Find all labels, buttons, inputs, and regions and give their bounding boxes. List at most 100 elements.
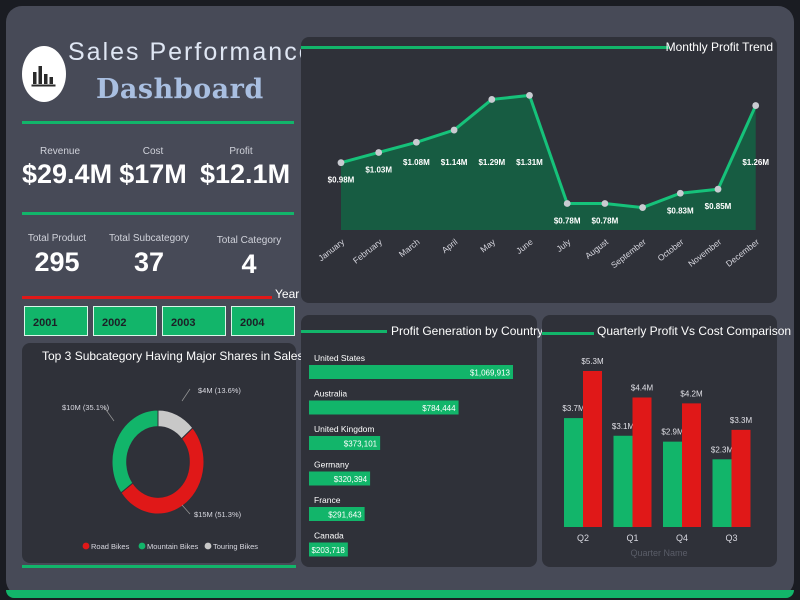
x-tick-label: December — [724, 237, 761, 269]
cost-bar — [583, 371, 602, 527]
x-tick-label: March — [397, 237, 422, 260]
country-bar — [309, 542, 348, 557]
x-tick-label: Q4 — [676, 533, 688, 543]
year-slicer-label: Year — [275, 287, 300, 301]
panel-accent-line — [301, 46, 669, 49]
slice-label: $15M (51.3%) — [194, 510, 242, 519]
year-button-2004[interactable]: 2004 — [231, 306, 295, 336]
country-bar-chart: United States $1,069,913 Australia $784,444… — [309, 353, 513, 557]
x-tick-label: June — [514, 237, 535, 256]
count-label: Total Product — [27, 233, 87, 244]
data-label: $0.78M — [554, 216, 581, 225]
kpi-cost: Cost $17M — [118, 146, 188, 190]
legend-entry: Road Bikes — [91, 542, 130, 551]
leader-line — [103, 406, 115, 422]
x-tick-label: October — [656, 237, 686, 264]
data-label: $1.31M — [516, 158, 543, 167]
profit-trend-line — [340, 93, 758, 210]
bar-chart-icon — [31, 66, 56, 87]
data-label: $1.08M — [403, 158, 430, 167]
x-tick-label: Q1 — [626, 533, 638, 543]
x-tick-label: April — [440, 237, 460, 255]
data-point — [714, 185, 722, 193]
count-label: Total Category — [216, 235, 282, 246]
page-title: Sales Performance — [68, 38, 315, 66]
data-point — [450, 126, 458, 134]
legend-entry: Touring Bikes — [213, 542, 258, 551]
country-bar — [309, 507, 365, 521]
data-point — [337, 159, 345, 167]
data-point — [563, 200, 571, 207]
x-tick-label: Q2 — [577, 533, 589, 543]
country-bar — [309, 400, 459, 415]
country-chart-title: Profit Generation by Country — [391, 324, 544, 338]
category-label: Germany — [314, 460, 350, 470]
bar-value-label: $373,101 — [344, 440, 378, 449]
line-chart-title: Monthly Profit Trend — [665, 40, 773, 54]
x-tick-label: November — [686, 237, 723, 269]
profit-area — [341, 95, 756, 230]
leader-line — [181, 504, 191, 515]
x-tick-label: May — [478, 236, 497, 254]
monthly-profit-chart: $0.98M January $1.03M February $1.08M March $1… — [316, 91, 769, 271]
category-label: United States — [314, 353, 365, 363]
bar-value-label: $3.1M — [612, 422, 635, 431]
x-tick-label: Q3 — [725, 533, 737, 543]
count-total-category: Total Category 4 — [212, 235, 286, 280]
x-tick-label: February — [351, 236, 385, 265]
page-subtitle: Dashboard — [96, 74, 264, 105]
x-tick-label: August — [583, 236, 611, 261]
profit-bar — [663, 441, 682, 527]
panel-accent-line — [301, 330, 387, 333]
bar-chart-logo-icon — [22, 46, 66, 102]
subcategory-share-panel: Top 3 Subcategory Having Major Shares in… — [22, 343, 303, 563]
year-button-2002[interactable]: 2002 — [93, 306, 157, 336]
donut-slice — [111, 409, 159, 494]
data-label: $0.78M — [592, 216, 619, 225]
kpi-profit: Profit $12.1M — [200, 146, 290, 190]
slice-label: $4M (13.6%) — [198, 386, 241, 395]
year-button-2001[interactable]: 2001 — [24, 306, 88, 336]
quarterly-panel: Quarterly Profit Vs Cost Comparison $3.7… — [542, 315, 791, 567]
bar-value-label: $3.3M — [730, 416, 753, 425]
legend-entry: Mountain Bikes — [147, 542, 199, 551]
data-label: $1.14M — [441, 158, 468, 167]
count-total-subcategory: Total Subcategory 37 — [106, 233, 192, 278]
country-bar — [309, 471, 371, 486]
bar-value-label: $3.7M — [562, 404, 585, 413]
bar-value-label: $2.9M — [661, 428, 684, 437]
count-value: 295 — [34, 247, 80, 277]
kpi-value: $17M — [119, 159, 187, 189]
cost-bar — [682, 403, 701, 527]
bottom-accent-bar — [6, 590, 794, 598]
data-point — [488, 96, 496, 103]
category-label: Australia — [314, 389, 347, 399]
bar-value-label: $5.3M — [581, 357, 604, 366]
x-axis-title: Quarter Name — [630, 548, 687, 558]
data-point — [676, 189, 684, 197]
data-label: $0.83M — [667, 206, 694, 215]
profit-bar — [712, 459, 732, 527]
divider — [22, 212, 294, 215]
cost-bar — [632, 397, 652, 527]
category-label: United Kingdom — [314, 424, 374, 434]
year-button-2003[interactable]: 2003 — [162, 306, 226, 336]
bar-value-label: $320,394 — [334, 475, 368, 484]
bar-value-label: $4.4M — [631, 383, 654, 392]
x-tick-label: September — [609, 237, 648, 271]
bar-value-label: $1,069,913 — [470, 369, 511, 378]
data-label: $0.98M — [328, 176, 355, 185]
category-label: Canada — [314, 531, 344, 541]
kpi-value: $29.4M — [22, 159, 113, 189]
legend-marker — [138, 542, 146, 550]
count-label: Total Subcategory — [108, 233, 190, 244]
donut-chart-title: Top 3 Subcategory Having Major Shares in… — [42, 349, 304, 363]
data-point — [639, 204, 646, 211]
quarterly-bar-chart: $3.7M $5.3M Q2 $3.1M $4.4M Q1 $2.9M $4.2M Q4 $2.3… — [562, 357, 753, 558]
bar-value-label: $4.2M — [680, 389, 703, 398]
data-point — [752, 102, 760, 109]
count-value: 4 — [241, 249, 257, 279]
donut-slice — [157, 409, 194, 440]
legend-marker — [82, 542, 90, 550]
year-slicer-underline — [22, 296, 272, 299]
